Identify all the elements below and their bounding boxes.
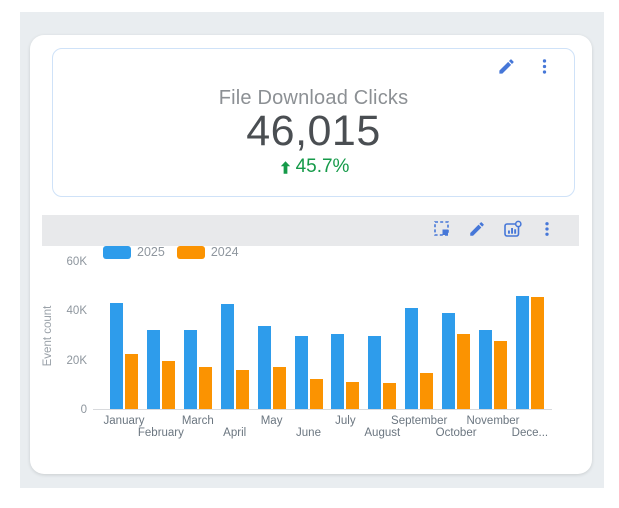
bar-group-april <box>220 304 249 409</box>
y-axis-tick: 0 <box>80 404 87 416</box>
bar-2024-june[interactable] <box>309 379 323 409</box>
bar-group-february <box>146 330 175 409</box>
bar-2024-april[interactable] <box>235 369 249 409</box>
chart-plot: Event count 60K 40K 20K 0 January February Mar… <box>42 256 552 439</box>
kpi-delta-value: 45.7% <box>295 156 350 178</box>
x-axis-label: Dece... <box>511 427 549 439</box>
bar-2024-september[interactable] <box>420 373 434 409</box>
trend-up-icon <box>278 160 293 175</box>
x-axis-label: April <box>223 427 247 439</box>
bar-2025-february[interactable] <box>146 330 160 409</box>
kpi-title: File Download Clicks <box>218 87 409 109</box>
bar-group-july <box>331 333 360 409</box>
x-axis-label: May <box>260 415 283 427</box>
legend-swatch-2025 <box>103 245 131 259</box>
pencil-icon <box>468 220 486 241</box>
x-axis-label: October <box>435 427 477 439</box>
bar-group-june <box>294 336 323 409</box>
chart-more-options-button[interactable] <box>537 221 557 241</box>
bar-2024-march[interactable] <box>198 367 212 409</box>
bar-group-january <box>110 302 138 409</box>
report-widget-card: File Download Clicks 46,015 45.7% <box>30 35 592 474</box>
chart-toolbar <box>42 215 579 246</box>
x-axis-label: February <box>137 427 184 439</box>
bar-group-august <box>368 336 397 409</box>
kpi-value: 46,015 <box>246 107 381 155</box>
legend-item-2025[interactable]: 2025 <box>103 245 165 259</box>
kpi-delta: 45.7% <box>278 156 350 178</box>
x-axis-label: March <box>181 415 214 427</box>
pencil-icon <box>497 57 516 79</box>
bar-2025-july[interactable] <box>331 333 345 409</box>
kpi-more-options-button[interactable] <box>534 58 554 78</box>
bar-2024-july[interactable] <box>346 381 360 409</box>
bar-2024-december[interactable] <box>530 296 544 409</box>
insights-chart-icon <box>503 220 522 242</box>
bar-group-november <box>479 330 507 409</box>
bar-group-october <box>442 312 471 409</box>
x-axis-label: September <box>391 415 448 427</box>
kebab-menu-icon <box>535 57 554 79</box>
bar-group-september <box>405 307 434 409</box>
x-axis-label: June <box>296 427 321 439</box>
bar-2024-january[interactable] <box>125 353 138 409</box>
bar-2025-march[interactable] <box>183 330 197 409</box>
bar-2025-november[interactable] <box>479 330 492 409</box>
x-axis-label: January <box>103 415 145 427</box>
select-area-button[interactable] <box>432 221 452 241</box>
bar-2024-august[interactable] <box>383 383 397 409</box>
bar-2025-april[interactable] <box>220 304 234 409</box>
bar-2025-august[interactable] <box>368 336 382 409</box>
bar-2024-november[interactable] <box>494 341 507 409</box>
chart-legend: 2025 2024 <box>103 245 239 259</box>
insights-button[interactable] <box>502 220 522 242</box>
bar-2024-may[interactable] <box>272 367 286 409</box>
bar-2025-may[interactable] <box>257 326 271 409</box>
chart-edit-button[interactable] <box>467 221 487 241</box>
kpi-edit-button[interactable] <box>496 58 516 78</box>
bar-2025-december[interactable] <box>515 295 529 409</box>
x-axis-label: July <box>335 415 356 427</box>
bar-2025-june[interactable] <box>294 336 308 409</box>
legend-label: 2024 <box>210 245 239 259</box>
bar-2025-october[interactable] <box>442 312 456 409</box>
x-axis-label: November <box>466 415 520 427</box>
bar-2024-october[interactable] <box>457 333 471 409</box>
kpi-scorecard: File Download Clicks 46,015 45.7% <box>52 48 575 197</box>
y-axis-tick: 60K <box>66 256 87 268</box>
bar-2025-january[interactable] <box>110 302 123 409</box>
select-area-icon <box>433 220 451 241</box>
bar-group-march <box>183 330 212 409</box>
bar-group-may <box>257 326 286 409</box>
legend-label: 2025 <box>137 245 165 259</box>
bar-2025-september[interactable] <box>405 307 419 409</box>
x-axis-label: August <box>364 427 401 439</box>
kebab-menu-icon <box>538 220 556 241</box>
legend-swatch-2024 <box>176 245 205 259</box>
bar-group-december <box>515 295 544 409</box>
bar-2024-february[interactable] <box>161 360 175 409</box>
y-axis-tick: 40K <box>66 305 87 318</box>
y-axis-tick: 20K <box>66 354 87 367</box>
legend-item-2024[interactable]: 2024 <box>176 245 239 259</box>
